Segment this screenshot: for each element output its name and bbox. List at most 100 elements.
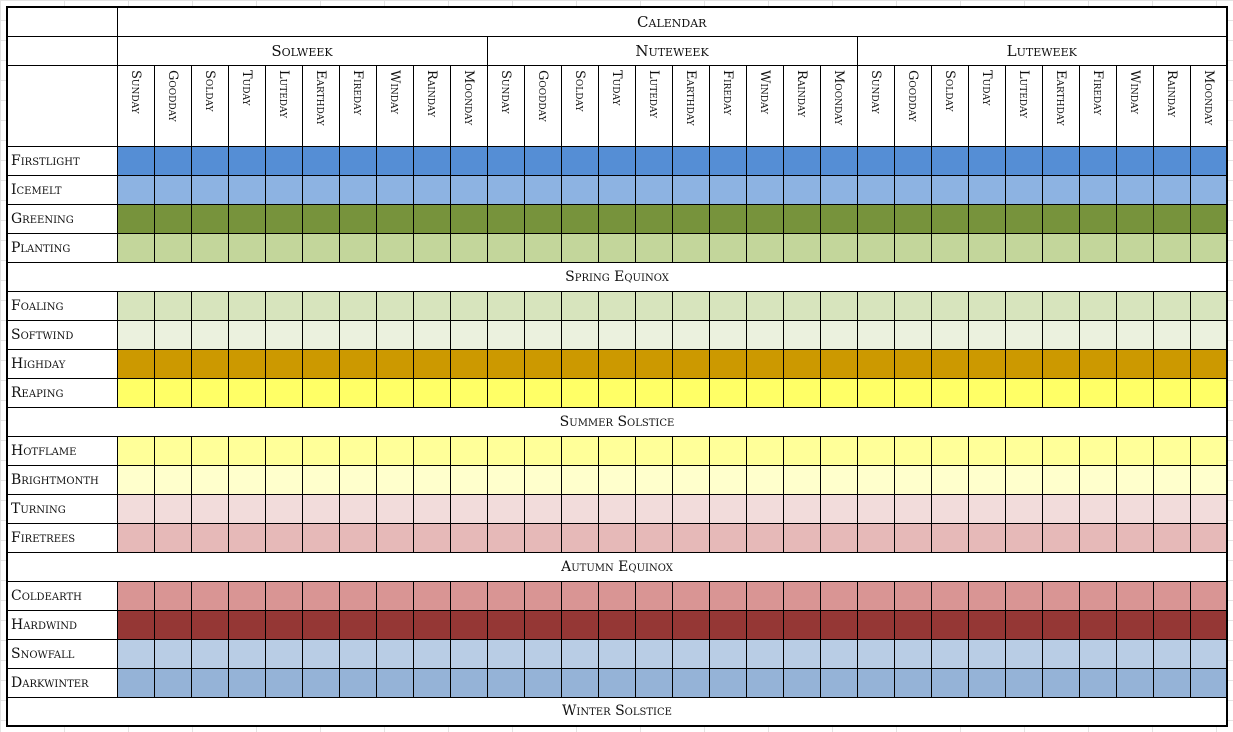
day-cell[interactable] [597, 638, 636, 669]
day-cell[interactable] [486, 174, 525, 205]
day-cell[interactable] [708, 174, 747, 205]
day-cell[interactable] [412, 667, 451, 698]
day-cell[interactable] [856, 493, 895, 524]
day-cell[interactable] [930, 464, 969, 495]
day-cell[interactable] [338, 174, 377, 205]
day-cell[interactable] [1078, 319, 1117, 350]
day-cell[interactable] [449, 667, 488, 698]
day-cell[interactable] [375, 319, 414, 350]
day-cell[interactable] [930, 667, 969, 698]
day-cell[interactable] [597, 319, 636, 350]
day-cell[interactable] [264, 667, 303, 698]
day-cell[interactable] [227, 348, 266, 379]
day-cell[interactable] [1004, 435, 1043, 466]
day-cell[interactable] [375, 377, 414, 408]
day-cell[interactable] [375, 522, 414, 553]
day-cell[interactable] [560, 493, 599, 524]
day-cell[interactable] [486, 377, 525, 408]
day-cell[interactable] [560, 667, 599, 698]
day-cell[interactable] [1189, 348, 1228, 379]
day-cell[interactable] [967, 319, 1006, 350]
day-cell[interactable] [634, 580, 673, 611]
day-cell[interactable] [1115, 290, 1154, 321]
day-cell[interactable] [967, 522, 1006, 553]
day-cell[interactable] [967, 232, 1006, 263]
day-cell[interactable] [190, 290, 229, 321]
day-cell[interactable] [708, 203, 747, 234]
day-cell[interactable] [671, 435, 710, 466]
day-cell[interactable] [449, 580, 488, 611]
day-cell[interactable] [893, 609, 932, 640]
day-cell[interactable] [1041, 319, 1080, 350]
day-cell[interactable] [856, 522, 895, 553]
day-cell[interactable] [819, 319, 858, 350]
day-cell[interactable] [153, 464, 192, 495]
day-cell[interactable] [671, 174, 710, 205]
day-cell[interactable] [1189, 232, 1228, 263]
day-cell[interactable] [116, 174, 155, 205]
day-cell[interactable] [227, 522, 266, 553]
day-cell[interactable] [1078, 145, 1117, 176]
day-cell[interactable] [116, 290, 155, 321]
day-cell[interactable] [1004, 348, 1043, 379]
day-cell[interactable] [745, 174, 784, 205]
day-cell[interactable] [819, 493, 858, 524]
day-cell[interactable] [930, 638, 969, 669]
day-cell[interactable] [634, 493, 673, 524]
day-cell[interactable] [745, 667, 784, 698]
day-cell[interactable] [930, 435, 969, 466]
day-cell[interactable] [264, 464, 303, 495]
day-cell[interactable] [486, 667, 525, 698]
day-cell[interactable] [1004, 609, 1043, 640]
day-cell[interactable] [375, 174, 414, 205]
day-cell[interactable] [856, 609, 895, 640]
day-cell[interactable] [560, 522, 599, 553]
day-cell[interactable] [893, 638, 932, 669]
day-cell[interactable] [1041, 348, 1080, 379]
day-cell[interactable] [338, 493, 377, 524]
day-cell[interactable] [782, 580, 821, 611]
day-cell[interactable] [782, 522, 821, 553]
day-cell[interactable] [1078, 493, 1117, 524]
day-cell[interactable] [819, 464, 858, 495]
day-cell[interactable] [1041, 609, 1080, 640]
day-cell[interactable] [116, 319, 155, 350]
day-cell[interactable] [708, 493, 747, 524]
day-cell[interactable] [116, 348, 155, 379]
day-cell[interactable] [301, 580, 340, 611]
day-cell[interactable] [338, 522, 377, 553]
day-cell[interactable] [153, 203, 192, 234]
day-cell[interactable] [745, 232, 784, 263]
day-cell[interactable] [856, 203, 895, 234]
day-cell[interactable] [116, 145, 155, 176]
day-cell[interactable] [708, 377, 747, 408]
day-cell[interactable] [634, 377, 673, 408]
day-cell[interactable] [1189, 319, 1228, 350]
day-cell[interactable] [671, 348, 710, 379]
day-cell[interactable] [1152, 522, 1191, 553]
day-cell[interactable] [412, 580, 451, 611]
day-cell[interactable] [116, 609, 155, 640]
day-cell[interactable] [1078, 638, 1117, 669]
day-cell[interactable] [412, 522, 451, 553]
day-cell[interactable] [671, 145, 710, 176]
day-cell[interactable] [819, 638, 858, 669]
day-cell[interactable] [412, 435, 451, 466]
day-cell[interactable] [1041, 522, 1080, 553]
day-cell[interactable] [301, 464, 340, 495]
day-cell[interactable] [449, 203, 488, 234]
day-cell[interactable] [375, 348, 414, 379]
day-cell[interactable] [597, 580, 636, 611]
day-cell[interactable] [930, 522, 969, 553]
day-cell[interactable] [1115, 435, 1154, 466]
day-cell[interactable] [338, 232, 377, 263]
day-cell[interactable] [301, 348, 340, 379]
day-cell[interactable] [190, 464, 229, 495]
day-cell[interactable] [708, 435, 747, 466]
day-cell[interactable] [1041, 232, 1080, 263]
day-cell[interactable] [1078, 667, 1117, 698]
day-cell[interactable] [449, 377, 488, 408]
day-cell[interactable] [967, 464, 1006, 495]
day-cell[interactable] [301, 667, 340, 698]
day-cell[interactable] [1189, 203, 1228, 234]
